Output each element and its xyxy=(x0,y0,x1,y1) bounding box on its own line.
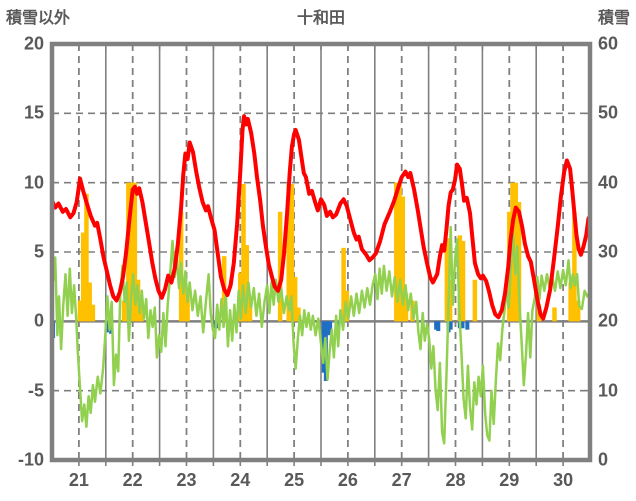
orange-bars-bar xyxy=(126,182,131,322)
orange-bars-bar xyxy=(397,182,402,322)
orange-bars-bar xyxy=(244,245,250,322)
y-left-tick-label: 10 xyxy=(23,172,44,193)
orange-bars-bar xyxy=(289,184,295,322)
orange-bars-bar xyxy=(77,300,83,322)
orange-bars-bar xyxy=(403,293,409,322)
y-left-tick-label: -5 xyxy=(27,380,44,401)
orange-bars-bar xyxy=(80,232,86,322)
y-right-tick-label: 50 xyxy=(598,102,619,123)
left-axis-title: 積雪以外 xyxy=(6,10,71,27)
blue-bars-bar xyxy=(325,321,330,336)
y-left-tick-label: 0 xyxy=(33,310,44,331)
orange-bars-bar xyxy=(292,276,298,322)
blue-bars-bar xyxy=(434,321,439,330)
green-line xyxy=(52,225,590,445)
x-tick-label: 22 xyxy=(122,470,143,490)
y-right-tick-label: 40 xyxy=(598,172,619,193)
blue-bars-bar xyxy=(460,321,465,329)
y-right-tick-label: 60 xyxy=(598,33,619,54)
blue-bars-bar xyxy=(465,321,470,330)
orange-bars-bar xyxy=(447,279,453,322)
orange-bars-bar xyxy=(444,238,450,322)
x-tick-label: 30 xyxy=(553,470,574,490)
orange-bars-bar xyxy=(84,193,89,322)
blue-bars-bar xyxy=(448,321,453,330)
right-axis-title: 積雪 xyxy=(597,10,630,27)
y-left-tick-label: 20 xyxy=(23,33,44,54)
orange-bars-bar xyxy=(552,307,557,322)
orange-bars-bar xyxy=(568,282,573,322)
x-tick-label: 27 xyxy=(391,470,412,490)
x-tick-label: 26 xyxy=(337,470,358,490)
orange-bars-bar xyxy=(87,282,92,322)
y-right-tick-label: 10 xyxy=(598,380,619,401)
orange-bars-bar xyxy=(132,182,138,322)
x-tick-label: 24 xyxy=(230,470,251,490)
x-tick-label: 23 xyxy=(176,470,197,490)
orange-bars-bar xyxy=(296,307,301,322)
orange-bars-bar xyxy=(457,235,463,322)
y-right-tick-label: 30 xyxy=(598,241,619,262)
y-left-tick-label: -10 xyxy=(17,449,44,470)
orange-bars-bar xyxy=(139,304,144,322)
orange-bars-bar xyxy=(185,293,190,322)
orange-bars-bar xyxy=(182,279,187,322)
orange-bars-bar xyxy=(400,196,406,322)
orange-bars-bar xyxy=(572,211,577,322)
y-left-tick-label: 15 xyxy=(23,102,44,123)
blue-bars-bar xyxy=(436,321,441,332)
blue-bars-bar xyxy=(328,321,333,334)
y-left-tick-label: 5 xyxy=(33,241,44,262)
orange-bars-bar xyxy=(286,184,291,322)
y-right-tick-label: 0 xyxy=(598,449,609,470)
chart-title: 十和田 xyxy=(296,10,346,27)
orange-bars-bar xyxy=(472,279,478,322)
y-right-tick-label: 20 xyxy=(598,310,619,331)
orange-bars-bar xyxy=(460,240,466,322)
orange-bars-bar xyxy=(277,211,283,322)
orange-bars-bar xyxy=(341,247,346,322)
orange-bars-bar xyxy=(394,182,399,322)
red-line xyxy=(52,114,590,321)
orange-bars-bar xyxy=(129,182,134,322)
orange-bars-bar xyxy=(241,184,246,322)
x-tick-label: 25 xyxy=(284,470,305,490)
orange-bars-bar xyxy=(121,300,127,322)
x-tick-label: 21 xyxy=(68,470,89,490)
orange-bars-bar xyxy=(247,300,253,322)
x-tick-label: 29 xyxy=(499,470,520,490)
orange-bars-bar xyxy=(90,304,96,322)
orange-bars-bar xyxy=(575,300,581,322)
x-tick-label: 28 xyxy=(445,470,466,490)
